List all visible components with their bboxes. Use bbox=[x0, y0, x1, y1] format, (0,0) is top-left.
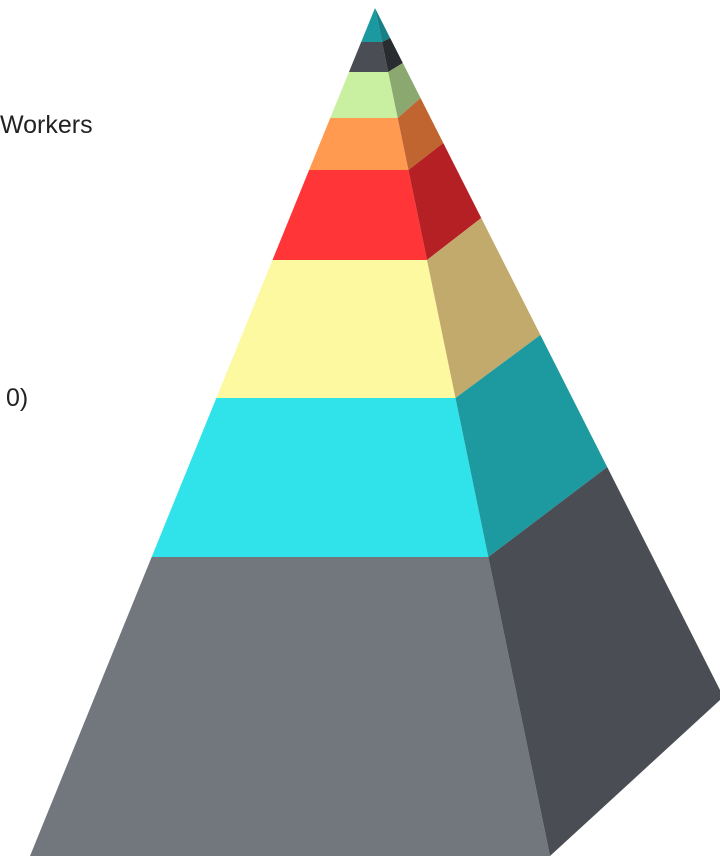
pyramid-layer bbox=[455, 335, 608, 557]
pyramid bbox=[30, 8, 720, 856]
pyramid-layer bbox=[348, 42, 389, 72]
pyramid-layer bbox=[151, 398, 489, 557]
pyramid-layer bbox=[427, 218, 541, 398]
pyramid-layer bbox=[382, 38, 403, 72]
pyramid-layer bbox=[488, 467, 720, 856]
pyramid-layer bbox=[397, 98, 444, 170]
pyramid-layer bbox=[388, 63, 421, 118]
pyramid-layer bbox=[309, 118, 409, 170]
label: Workers bbox=[0, 111, 93, 139]
pyramid-layer bbox=[375, 8, 391, 42]
pyramid-layer bbox=[330, 72, 398, 118]
pyramid-layer bbox=[361, 8, 383, 42]
pyramid-layer bbox=[272, 170, 428, 260]
pyramid-layer bbox=[408, 143, 482, 260]
pyramid-layer bbox=[30, 557, 550, 856]
label: 0) bbox=[6, 384, 28, 412]
pyramid-layer bbox=[216, 260, 456, 398]
